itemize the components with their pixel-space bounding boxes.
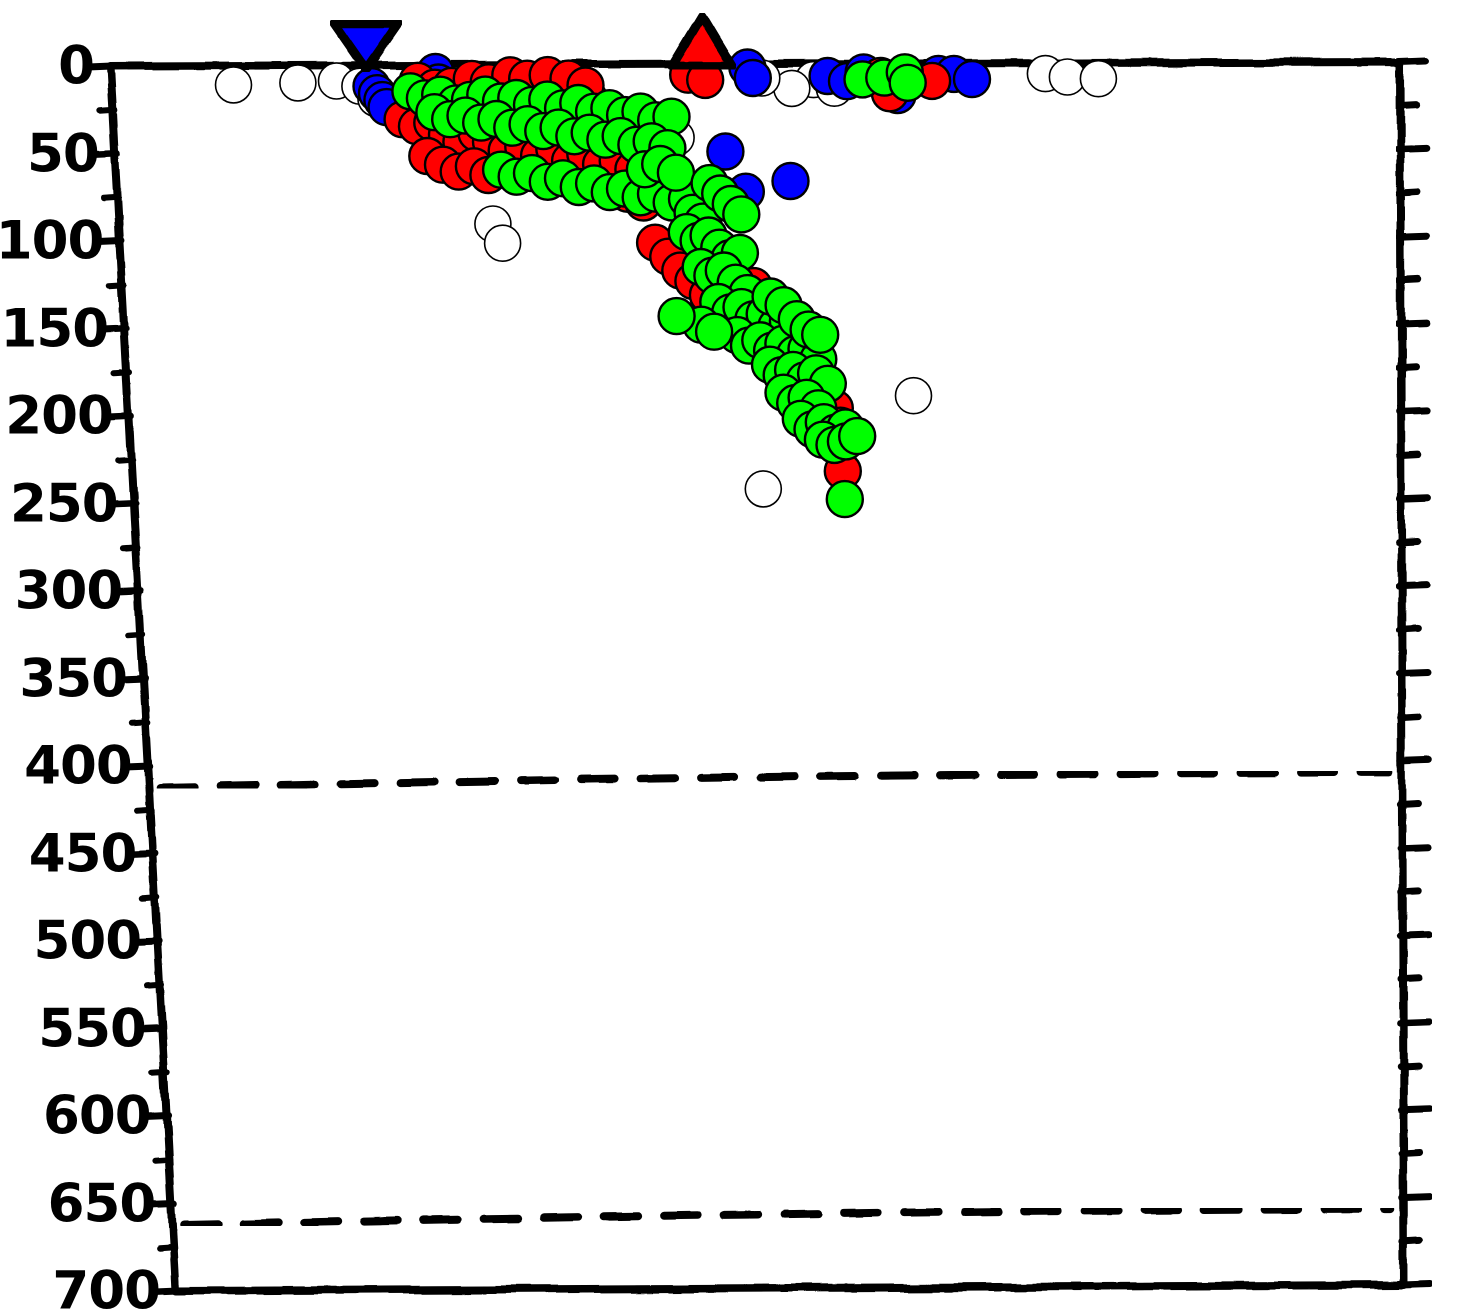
upper-dashed-horizon	[156, 768, 1393, 792]
triangle-markers-layer	[329, 11, 737, 74]
y-tick-label-350: 350	[19, 648, 128, 709]
y-tick-label-300: 300	[14, 560, 124, 622]
data-point-blue	[952, 59, 992, 99]
data-point-blue	[706, 132, 745, 171]
data-point-white	[1079, 59, 1118, 98]
data-point-green	[801, 315, 840, 354]
y-tick-label-500: 500	[33, 910, 143, 972]
y-tick-label-0: 0	[58, 35, 95, 97]
y-axis-right-ticks	[1394, 57, 1434, 1289]
y-tick-label-550: 550	[38, 998, 147, 1059]
data-point-white	[483, 224, 522, 262]
y-tick-label-450: 450	[28, 823, 138, 884]
data-point-blue	[733, 58, 772, 98]
y-tick-label-100: 100	[0, 210, 104, 272]
data-point-green	[657, 296, 696, 336]
y-tick-label-250: 250	[9, 473, 119, 534]
blue-down-triangle-marker	[329, 18, 403, 74]
y-tick-label-200: 200	[5, 385, 114, 447]
data-point-green	[694, 312, 734, 351]
data-point-white	[894, 376, 933, 415]
y-axis-minor-ticks	[96, 106, 179, 1252]
y-tick-label-150: 150	[0, 298, 110, 359]
data-point-white	[744, 470, 783, 508]
y-tick-label-650: 650	[47, 1173, 157, 1234]
y-tick-label-700: 700	[52, 1260, 161, 1314]
data-point-green	[888, 63, 927, 103]
red-up-triangle-marker	[667, 11, 737, 71]
lower-dashed-horizon	[180, 1205, 1394, 1229]
y-tick-label-50: 50	[26, 123, 100, 184]
data-point-green	[838, 416, 877, 456]
y-tick-label-600: 600	[42, 1085, 152, 1147]
data-point-green	[825, 479, 864, 519]
data-point-blue	[771, 161, 810, 201]
reference-horizon-lines	[156, 768, 1394, 1229]
data-point-green	[656, 153, 696, 192]
data-point-green	[722, 195, 761, 234]
scatter-series-green	[391, 53, 927, 519]
y-axis-major-ticks	[84, 62, 182, 1296]
data-point-white	[279, 64, 317, 102]
scatter-points-layer	[214, 48, 1118, 519]
y-tick-label-400: 400	[24, 735, 133, 797]
data-point-white	[214, 66, 253, 104]
